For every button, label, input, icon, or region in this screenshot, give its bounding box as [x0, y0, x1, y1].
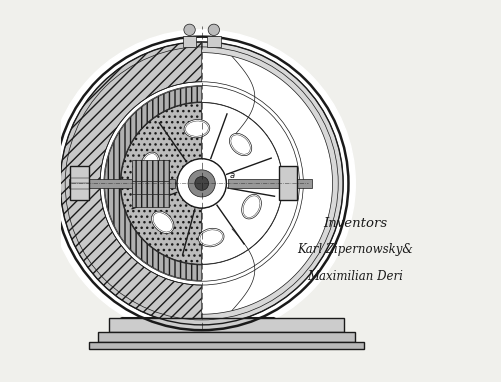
Ellipse shape: [241, 194, 261, 219]
Circle shape: [194, 176, 208, 190]
Circle shape: [48, 30, 355, 337]
Bar: [131, 186, 169, 207]
Bar: [228, 179, 311, 188]
Text: Inventors: Inventors: [323, 217, 387, 230]
Text: Karl Zipernowsky&: Karl Zipernowsky&: [297, 243, 412, 256]
Polygon shape: [121, 103, 201, 264]
Bar: [131, 173, 169, 194]
Text: Maximilian Deri: Maximilian Deri: [307, 270, 402, 283]
Circle shape: [208, 24, 219, 36]
Bar: [98, 332, 354, 342]
Circle shape: [177, 159, 226, 208]
Polygon shape: [104, 86, 201, 280]
Text: a: a: [229, 171, 235, 180]
Polygon shape: [209, 318, 285, 324]
Polygon shape: [201, 42, 343, 325]
Ellipse shape: [140, 152, 159, 177]
Bar: [131, 160, 169, 181]
Polygon shape: [60, 42, 201, 325]
Ellipse shape: [151, 211, 174, 233]
Ellipse shape: [229, 133, 251, 156]
Bar: [182, 36, 196, 47]
Bar: [279, 166, 297, 201]
Bar: [69, 179, 175, 188]
Bar: [206, 36, 220, 47]
Polygon shape: [201, 103, 282, 264]
Ellipse shape: [198, 228, 223, 247]
Polygon shape: [110, 318, 178, 324]
Bar: [109, 318, 343, 332]
Bar: [89, 342, 363, 349]
Circle shape: [188, 170, 215, 197]
Bar: [70, 166, 89, 201]
Circle shape: [183, 24, 195, 36]
Ellipse shape: [184, 120, 209, 138]
